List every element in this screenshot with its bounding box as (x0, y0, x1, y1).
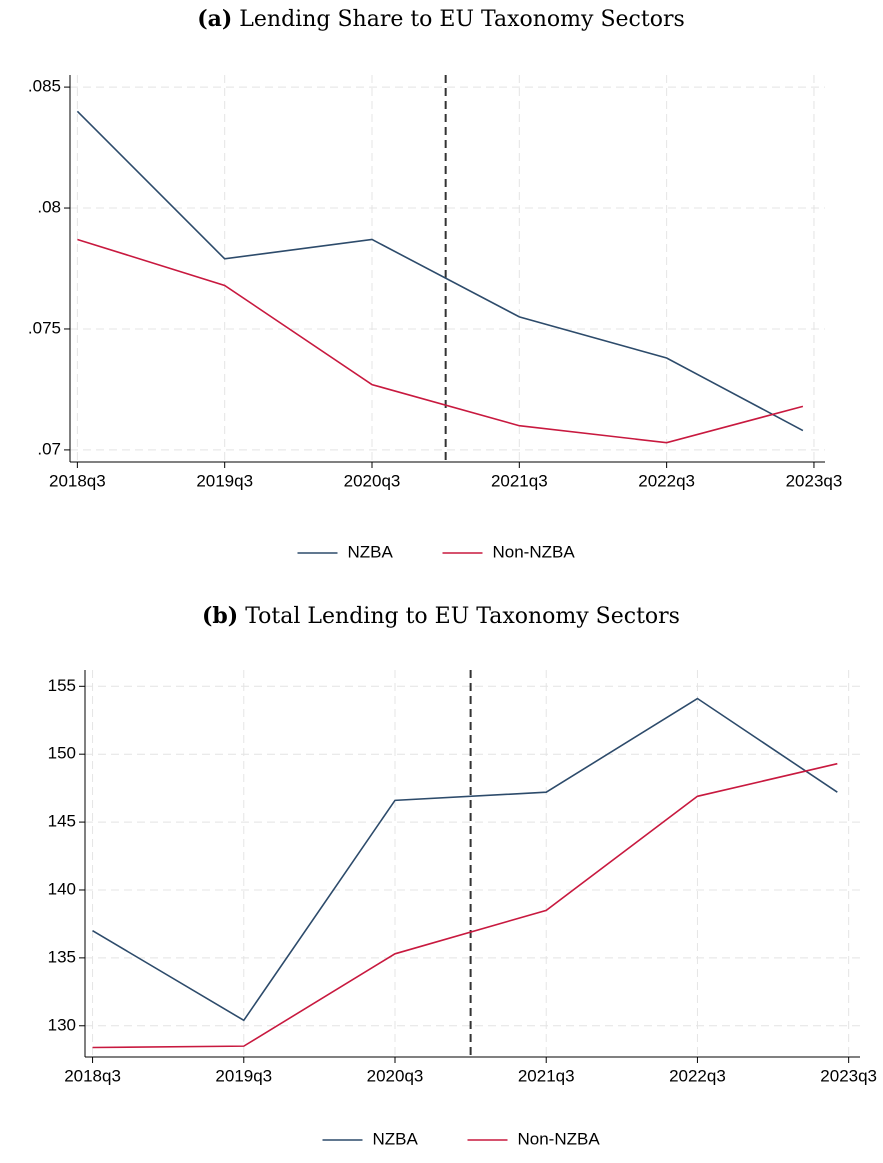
legend-label: NZBA (373, 1129, 419, 1148)
legend-label: Non-NZBA (518, 1129, 601, 1148)
legend-label: Non-NZBA (493, 542, 576, 561)
x-tick-label: 2023q3 (786, 471, 843, 490)
y-tick-label: .075 (28, 318, 61, 337)
title-label: (a) (197, 6, 232, 32)
y-tick-label: 145 (48, 812, 76, 831)
y-tick-label: .085 (28, 77, 61, 96)
chart-title: (a) Lending Share to EU Taxonomy Sectors (197, 6, 685, 32)
y-tick-label: 135 (48, 947, 76, 966)
x-tick-label: 2019q3 (196, 471, 253, 490)
x-tick-label: 2019q3 (215, 1066, 272, 1085)
y-tick-label: .08 (37, 198, 61, 217)
x-tick-label: 2018q3 (64, 1066, 121, 1085)
series-line (77, 238, 804, 444)
x-tick-label: 2023q3 (820, 1066, 877, 1085)
y-tick-label: 140 (48, 879, 76, 898)
x-tick-label: 2018q3 (49, 471, 106, 490)
x-tick-label: 2020q3 (344, 471, 401, 490)
series-line (76, 110, 804, 432)
title-text: Lending Share to EU Taxonomy Sectors (239, 7, 684, 32)
title-label: (b) (202, 603, 238, 629)
series-line (92, 762, 838, 1049)
legend-label: NZBA (348, 542, 394, 561)
series-line (92, 697, 838, 1022)
x-tick-label: 2022q3 (669, 1066, 726, 1085)
y-tick-label: 130 (48, 1015, 76, 1034)
y-tick-label: 150 (48, 744, 76, 763)
x-tick-label: 2020q3 (367, 1066, 424, 1085)
x-tick-label: 2021q3 (518, 1066, 575, 1085)
y-tick-label: .07 (37, 439, 61, 458)
x-tick-label: 2021q3 (491, 471, 548, 490)
chart-title: (b) Total Lending to EU Taxonomy Sectors (202, 603, 680, 629)
y-tick-label: 155 (48, 676, 76, 695)
title-text: Total Lending to EU Taxonomy Sectors (245, 604, 680, 629)
x-tick-label: 2022q3 (638, 471, 695, 490)
